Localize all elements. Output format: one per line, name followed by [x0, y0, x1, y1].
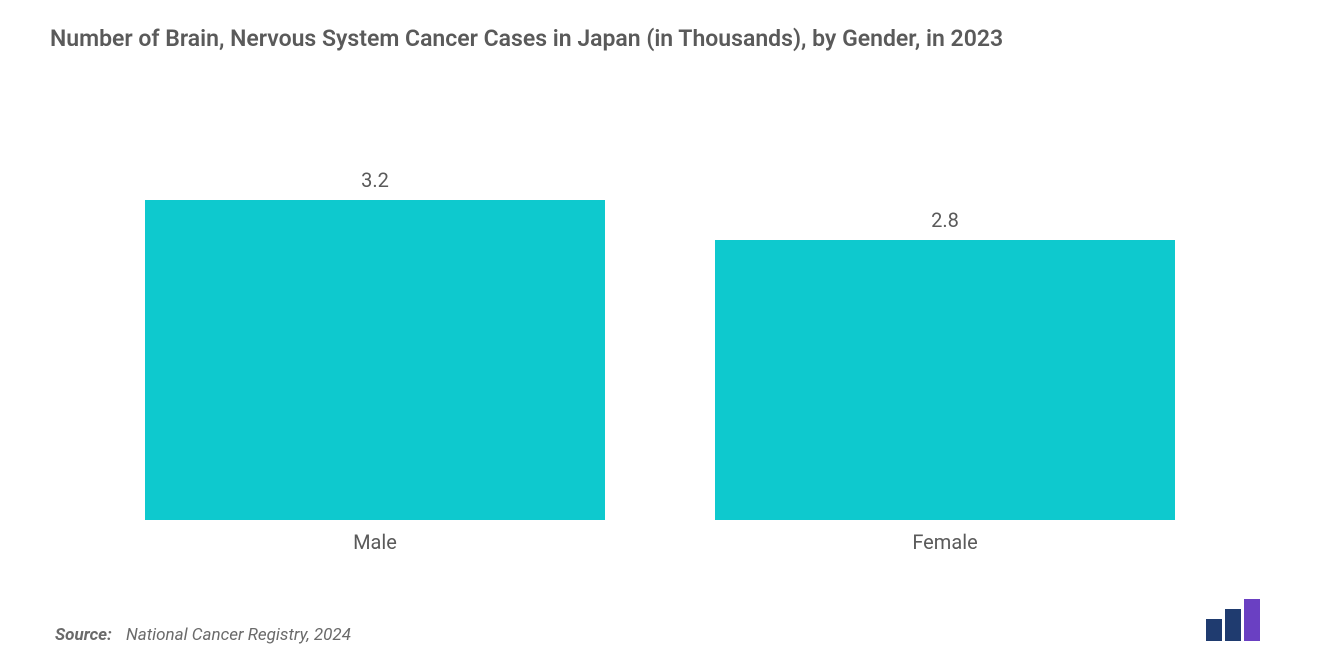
- logo-bar-1: [1206, 619, 1222, 641]
- chart-footer: Source: National Cancer Registry, 2024: [55, 599, 1280, 645]
- bar-category-label: Male: [353, 530, 397, 554]
- chart-title: Number of Brain, Nervous System Cancer C…: [50, 24, 1280, 54]
- source-text: National Cancer Registry, 2024: [126, 625, 351, 645]
- bar-value-label: 3.2: [361, 168, 389, 192]
- bar: [715, 240, 1175, 520]
- source-line: Source: National Cancer Registry, 2024: [55, 625, 351, 645]
- chart-container: Number of Brain, Nervous System Cancer C…: [0, 0, 1320, 665]
- source-label: Source:: [55, 625, 112, 645]
- plot-area: 3.2 Male 2.8 Female: [40, 114, 1280, 554]
- bar-category-label: Female: [912, 530, 977, 554]
- bar-value-label: 2.8: [931, 208, 959, 232]
- bar-group: 3.2 Male: [145, 168, 605, 554]
- logo-bar-3: [1244, 599, 1260, 641]
- bar-group: 2.8 Female: [715, 208, 1175, 554]
- logo-bar-2: [1225, 609, 1241, 641]
- logo-icon: [1206, 599, 1260, 641]
- bar: [145, 200, 605, 520]
